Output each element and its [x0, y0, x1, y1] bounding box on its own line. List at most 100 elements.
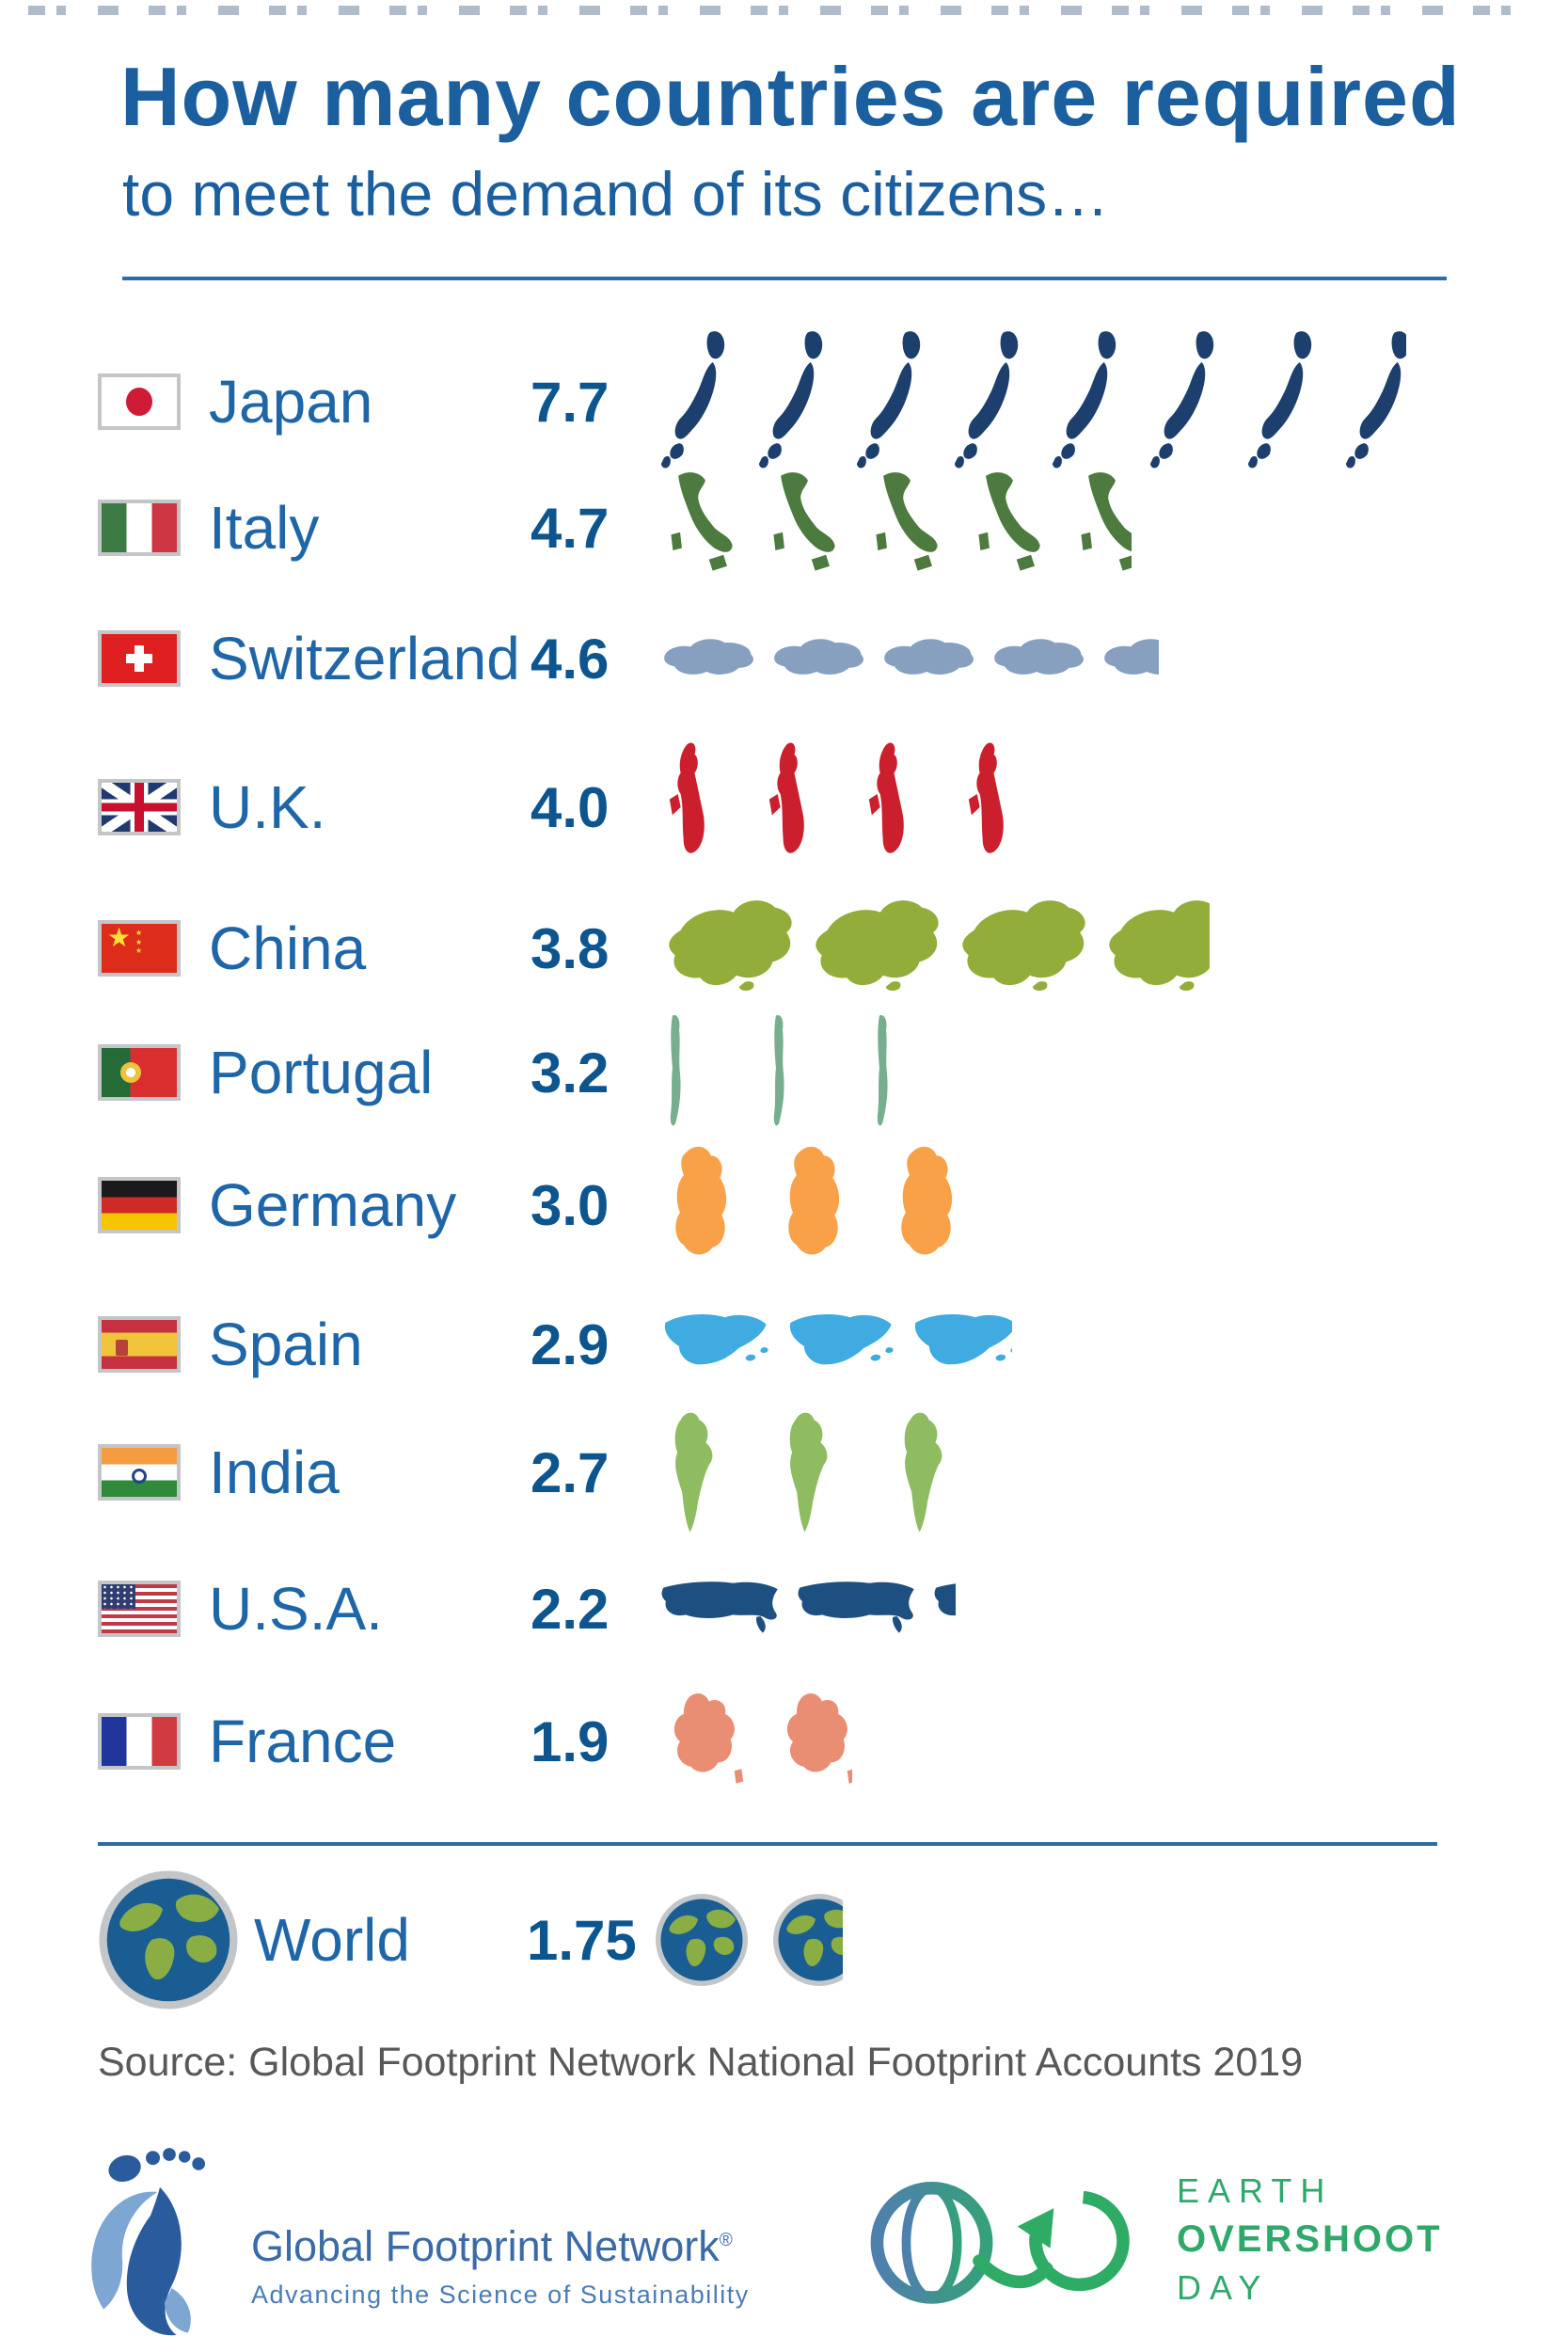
germany-shape-icon: [658, 1143, 749, 1267]
china-shape-icon: [805, 892, 944, 1005]
gfn-text: Global Footprint Network® Advancing the …: [251, 2222, 750, 2344]
usa-shape-icon: [658, 1571, 783, 1646]
world-icons: [655, 1893, 843, 1987]
switzerland-shape-icon: [658, 626, 759, 691]
gfn-name: Global Footprint Network®: [251, 2222, 733, 2270]
country-label: Spain: [209, 1311, 363, 1378]
country-icons: [658, 331, 1406, 472]
italy-shape-icon: [761, 471, 851, 584]
france-flag-icon: [98, 1713, 181, 1770]
row-world: World 1.75: [98, 1869, 1540, 2010]
gfn-tagline: Advancing the Science of Sustainability: [251, 2280, 750, 2309]
row-italy: Italy 4.7: [98, 471, 1540, 584]
portugal-shape-icon: [969, 1013, 977, 1132]
spain-shape-icon: [909, 1299, 1012, 1390]
partial-spain-shape: [909, 1299, 1012, 1390]
country-label: France: [209, 1708, 397, 1775]
partial-india-shape: [888, 1410, 943, 1534]
row-china: China 3.8: [98, 892, 1540, 1005]
india-shape-icon: [888, 1410, 943, 1534]
switzerland-shape-icon: [879, 626, 979, 691]
country-label: U.K.: [209, 773, 326, 841]
eod-overshoot: OVERSHOOT: [1177, 2217, 1443, 2260]
france-shape-icon: [658, 1689, 749, 1794]
partial-portugal-shape: [969, 1013, 977, 1132]
country-value: 7.7: [531, 370, 610, 434]
row-switzerland: Switzerland 4.6: [98, 613, 1540, 704]
country-icons: [658, 1571, 956, 1646]
country-value: 2.9: [531, 1312, 610, 1376]
partial-japan-shape: [1343, 331, 1406, 472]
partial-china-shape: [1099, 892, 1210, 1005]
japan-shape-icon: [1245, 331, 1336, 472]
country-icons: [658, 1689, 852, 1794]
partial-italy-shape: [1069, 471, 1132, 584]
germany-flag-icon: [98, 1177, 181, 1233]
country-label: U.S.A.: [209, 1575, 383, 1643]
india-shape-icon: [658, 1410, 737, 1534]
row-usa: U.S.A. 2.2: [98, 1571, 1540, 1646]
country-icons: [658, 626, 1159, 691]
portugal-shape-icon: [865, 1013, 907, 1132]
india-flag-icon: [98, 1444, 181, 1501]
row-india: India 2.7: [98, 1410, 1540, 1534]
switzerland-shape-icon: [1099, 626, 1159, 691]
eod-day: DAY: [1177, 2267, 1270, 2307]
china-shape-icon: [658, 892, 798, 1005]
portugal-flag-icon: [98, 1044, 181, 1101]
partial-usa-shape: [931, 1571, 956, 1646]
page-title: How many countries are required: [120, 50, 1461, 143]
switzerland-flag-icon: [98, 630, 181, 687]
world-globe-icon: [98, 1869, 239, 2010]
country-value: 3.2: [531, 1041, 610, 1104]
partial-switzerland-shape: [1099, 626, 1159, 691]
country-icons: [658, 1410, 943, 1534]
spain-shape-icon: [784, 1299, 898, 1390]
world-label: World: [254, 1906, 410, 1974]
japan-flag-icon: [98, 373, 181, 430]
gfn-logo: Global Footprint Network® Advancing the …: [89, 2145, 750, 2344]
country-value: 4.6: [531, 627, 610, 691]
source-note: Source: Global Footprint Network Nationa…: [98, 2040, 1304, 2085]
country-value: 3.0: [531, 1173, 610, 1237]
country-value: 2.2: [531, 1577, 610, 1641]
spain-shape-icon: [658, 1299, 773, 1390]
eod-earth: EARTH: [1177, 2170, 1334, 2210]
country-value: 3.8: [531, 916, 610, 980]
spain-flag-icon: [98, 1316, 181, 1373]
country-value: 1.9: [531, 1709, 610, 1773]
row-germany: Germany 3.0: [98, 1143, 1540, 1267]
italy-shape-icon: [658, 471, 749, 584]
italy-shape-icon: [1069, 471, 1132, 584]
switzerland-shape-icon: [768, 626, 869, 691]
title-divider: [122, 277, 1447, 280]
country-label: Japan: [209, 368, 373, 436]
germany-shape-icon: [884, 1143, 974, 1267]
usa-shape-icon: [931, 1571, 956, 1646]
uk-shape-icon: [758, 741, 828, 873]
country-icons: [658, 1013, 977, 1132]
partial-france-shape: [771, 1689, 852, 1794]
uk-shape-icon: [658, 741, 728, 873]
france-shape-icon: [771, 1689, 852, 1794]
uk-flag-icon: [98, 779, 181, 835]
row-portugal: Portugal 3.2: [98, 1013, 1540, 1132]
country-icons: [658, 471, 1132, 584]
china-shape-icon: [952, 892, 1091, 1005]
country-label: Italy: [209, 494, 320, 562]
uk-shape-icon: [958, 741, 1027, 873]
germany-shape-icon: [771, 1143, 862, 1267]
eod-text: EARTH OVERSHOOT DAY: [1177, 2171, 1443, 2308]
usa-shape-icon: [795, 1571, 919, 1646]
globe-shape-icon: [772, 1893, 843, 1987]
country-value: 4.7: [531, 496, 610, 560]
country-icons: [658, 1143, 997, 1267]
uk-shape-icon: [858, 741, 927, 873]
globe-shape-icon: [655, 1893, 749, 1987]
japan-shape-icon: [756, 331, 847, 472]
india-shape-icon: [773, 1410, 852, 1534]
portugal-shape-icon: [762, 1013, 803, 1132]
japan-shape-icon: [952, 331, 1042, 472]
row-uk: U.K. 4.0: [98, 741, 1540, 873]
